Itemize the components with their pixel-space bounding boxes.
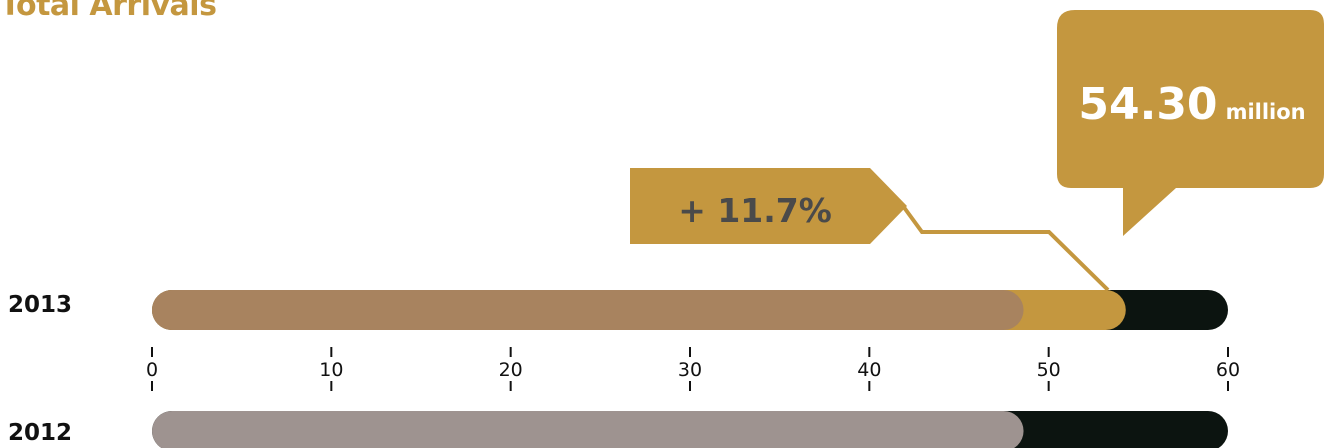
tick-label: 20 [499,359,523,381]
tick-label: 60 [1216,359,1240,381]
tick-label: 50 [1037,359,1061,381]
growth-callout: + 11.7% [630,168,1110,292]
total-callout-bubble [1057,10,1324,236]
total-callout: 54.30 million [1057,10,1324,236]
tick-label: 0 [146,359,158,381]
growth-leader-line [901,204,1110,292]
tick-label: 10 [319,359,343,381]
chart-title: Total Arrivals [0,0,217,23]
tick-label: 40 [857,359,881,381]
growth-callout-box [630,168,907,244]
bar-2012 [152,411,1024,448]
total-value-label: 54.30 million [1078,79,1305,130]
category-label-2012: 2012 [8,420,73,446]
bar-2013-base [152,290,1024,330]
category-label-2013: 2013 [8,292,73,318]
tick-label: 30 [678,359,702,381]
growth-percent-label: + 11.7% [678,191,832,230]
